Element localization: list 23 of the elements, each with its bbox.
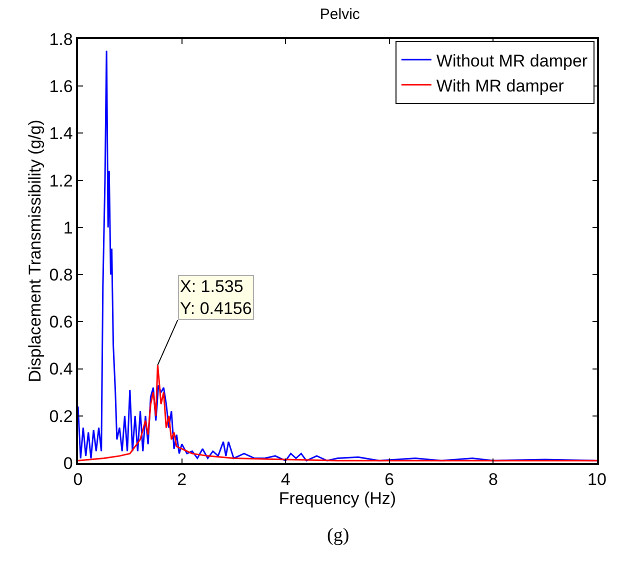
y-tick-label: 1.2 <box>49 171 73 190</box>
y-axis-title: Displacement Transmissibility (g/g) <box>25 120 44 382</box>
x-axis-title: Frequency (Hz) <box>278 489 396 508</box>
legend-label: With MR damper <box>436 76 564 96</box>
text: (g) <box>327 525 350 546</box>
y-tick-label: 0.2 <box>49 406 73 426</box>
y-tick-label: 0.8 <box>49 266 73 285</box>
y-tick-label: 0.4 <box>49 360 73 379</box>
x-tick-label: 10 <box>588 470 606 490</box>
legend-label: Without MR damper <box>436 51 588 70</box>
x-tick-label: 4 <box>280 470 290 490</box>
annotation: X: 1.535 Y: 0.4156 <box>180 277 252 318</box>
x-tick-label: 8 <box>488 470 498 490</box>
y-tick-label: 1.8 <box>49 30 73 49</box>
chart-title: Pelvic <box>320 6 360 24</box>
x-tick-label: 6 <box>384 470 394 490</box>
y-tick-label: 0 <box>63 454 73 473</box>
y-tick-label: 1.6 <box>49 77 73 96</box>
y-tick-label: 0.6 <box>49 312 73 332</box>
x-tick-label: 2 <box>177 470 187 490</box>
line-series <box>78 364 597 462</box>
y-tick-label: 1.4 <box>49 124 73 144</box>
y-tick-label: 1 <box>63 218 73 238</box>
